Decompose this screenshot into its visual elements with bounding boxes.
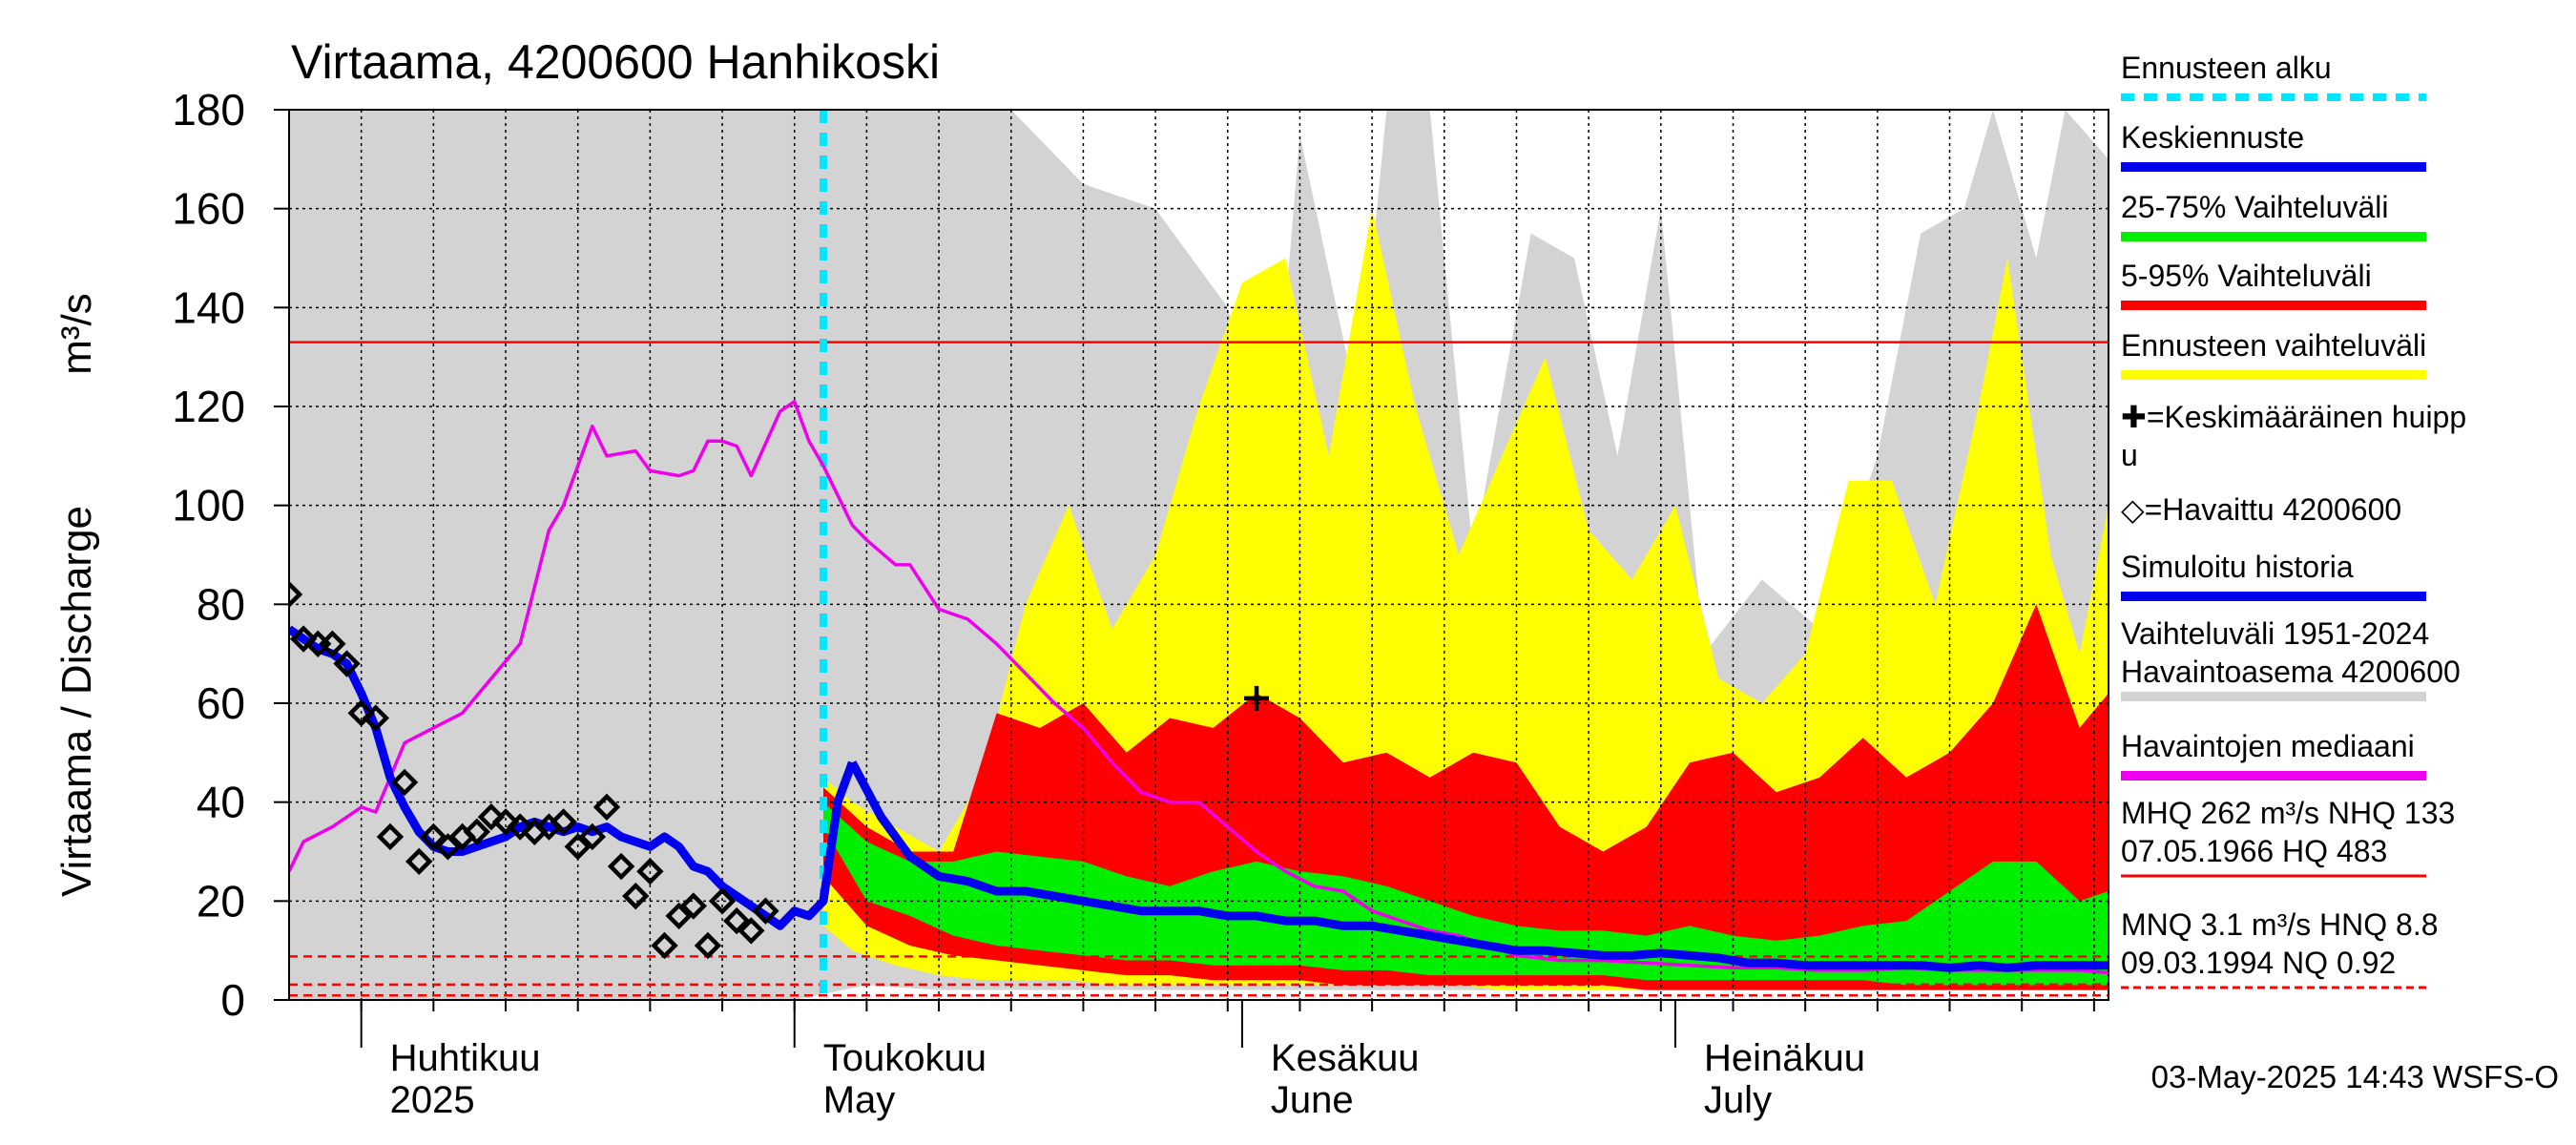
observed-point	[723, 906, 751, 935]
observed-point	[636, 858, 664, 885]
legend-text: MNQ 3.1 m³/s HNQ 8.8	[2121, 907, 2439, 942]
y-tick-label: 60	[197, 678, 245, 728]
month-label-fi: Huhtikuu	[390, 1037, 541, 1079]
legend-text: Havaintojen mediaani	[2121, 729, 2415, 763]
mean-peak-marker	[1244, 685, 1270, 711]
observed-point	[319, 630, 346, 657]
observed-point	[347, 699, 375, 727]
observed-point	[622, 882, 650, 910]
plot-frame	[288, 109, 2109, 1001]
month-label-en: 2025	[390, 1079, 475, 1121]
observed-point	[550, 808, 577, 836]
median-line	[289, 400, 2109, 975]
legend-text: Vaihteluväli 1951-2024	[2121, 616, 2429, 651]
series-lines	[289, 110, 2109, 1000]
legend-text: ✚=Keskimääräinen huipp	[2121, 400, 2466, 434]
legend: Ennusteen alku Keskiennuste 25-75% Vaihtel…	[2121, 51, 2466, 989]
y-tick-label: 100	[172, 481, 245, 531]
observed-point	[289, 625, 318, 653]
band-25-75	[823, 802, 2109, 986]
y-tick-label: 0	[220, 975, 245, 1025]
legend-text: MHQ 262 m³/s NHQ 133	[2121, 796, 2455, 830]
observed-point	[477, 803, 506, 831]
month-label-fi: Toukokuu	[823, 1037, 987, 1079]
observed-point	[434, 833, 462, 861]
observed-point	[289, 580, 303, 609]
y-tick-label: 40	[197, 778, 245, 827]
y-tick-label: 80	[197, 579, 245, 629]
month-label-fi: Heinäkuu	[1704, 1037, 1865, 1079]
month-label-en: June	[1271, 1079, 1354, 1121]
observed-point	[607, 852, 635, 881]
chart-title: Virtaama, 4200600 Hanhikoski	[291, 35, 940, 89]
grid-lines	[289, 110, 2109, 1000]
y-tick-label: 180	[172, 85, 245, 135]
observed-point	[578, 822, 607, 851]
observed-point	[592, 793, 621, 822]
observed-point	[420, 822, 447, 851]
month-label-en: July	[1704, 1079, 1772, 1121]
observed-point	[564, 833, 592, 861]
observed-point	[665, 902, 693, 930]
legend-text: Simuloitu historia	[2121, 550, 2354, 584]
legend-text-line2: 09.03.1994 NQ 0.92	[2121, 946, 2396, 980]
observed-point	[752, 897, 779, 925]
observed-point	[694, 931, 722, 960]
observed-point	[737, 917, 765, 945]
y-tick-label: 160	[172, 184, 245, 234]
legend-text-line2: Havaintoasema 4200600	[2121, 655, 2461, 689]
observed-point	[506, 813, 534, 841]
timestamp-footer: 03-May-2025 14:43 WSFS-O	[2151, 1059, 2559, 1094]
y-tick-label: 120	[172, 382, 245, 431]
legend-text-line2: u	[2121, 438, 2138, 472]
y-axis-unit: m³/s	[53, 293, 100, 375]
legend-text-line2: 07.05.1966 HQ 483	[2121, 834, 2387, 868]
observed-point	[651, 931, 678, 960]
legend-text: Ennusteen vaihteluväli	[2121, 328, 2426, 363]
mean-forecast-line	[848, 760, 2109, 972]
legend-text: ◇=Havaittu 4200600	[2121, 492, 2401, 527]
range-bands	[289, 110, 2109, 1000]
month-label-en: May	[823, 1079, 896, 1121]
y-tick-label: 140	[172, 282, 245, 332]
observed-point	[376, 822, 405, 851]
legend-text: 5-95% Vaihteluväli	[2121, 259, 2372, 293]
legend-text: Ennusteen alku	[2121, 51, 2332, 85]
simulated-history-line	[289, 625, 857, 930]
observed-point	[679, 892, 707, 920]
observed-point	[491, 808, 520, 836]
legend-text: 25-75% Vaihteluväli	[2121, 190, 2388, 224]
y-axis-label: Virtaama / Discharge	[53, 506, 100, 897]
observed-point	[463, 818, 490, 845]
observed-point	[708, 887, 737, 915]
observed-point	[405, 847, 433, 876]
observed-point	[333, 650, 361, 677]
observed-point	[390, 768, 419, 797]
legend-text: Keskiennuste	[2121, 120, 2304, 155]
y-tick-label: 20	[197, 876, 245, 926]
month-label-fi: Kesäkuu	[1271, 1037, 1420, 1079]
observed-point	[362, 704, 389, 732]
